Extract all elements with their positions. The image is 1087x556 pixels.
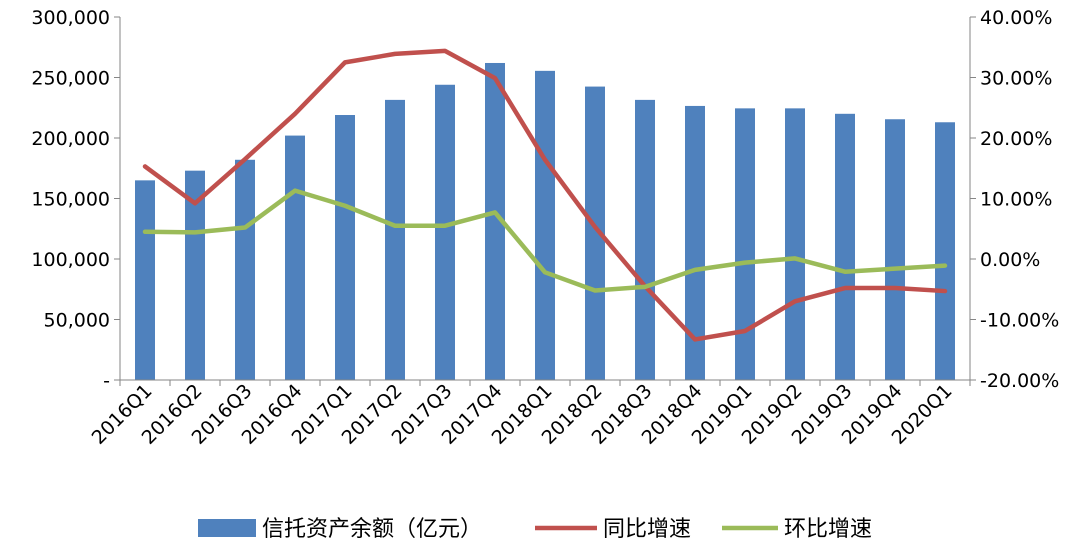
bar-2017Q3: [435, 84, 455, 380]
legend: 信托资产余额（亿元） 同比增速 环比增速: [198, 517, 872, 542]
bar-2019Q1: [735, 108, 755, 380]
bar-2019Q2: [785, 108, 805, 380]
bar-2018Q2: [585, 86, 605, 380]
right-tick-label: 40.00%: [980, 7, 1052, 29]
left-tick-label: 150,000: [31, 189, 110, 211]
line-环比增速: [142, 188, 948, 293]
right-tick-label: 20.00%: [980, 128, 1052, 150]
left-tick-label: 100,000: [31, 249, 110, 271]
legend-label: 信托资产余额（亿元）: [262, 517, 482, 542]
bar-2017Q4: [485, 62, 505, 380]
bar-2016Q1: [135, 180, 155, 380]
axes: [114, 16, 976, 386]
bar-2017Q1: [335, 115, 355, 380]
legend-swatch: [198, 519, 256, 537]
left-tick-label: -: [103, 370, 110, 392]
right-tick-label: -10.00%: [980, 310, 1059, 332]
bar-2018Q4: [685, 105, 705, 380]
left-tick-label: 200,000: [31, 128, 110, 150]
right-tick-label: 30.00%: [980, 68, 1052, 90]
left-tick-label: 250,000: [31, 68, 110, 90]
bar-2020Q1: [935, 122, 955, 381]
bar-2017Q2: [385, 99, 405, 380]
legend-label: 环比增速: [784, 517, 872, 542]
right-tick-label: 0.00%: [980, 249, 1040, 271]
bar-2018Q1: [535, 70, 555, 380]
right-tick-label: 10.00%: [980, 189, 1052, 211]
bar-2016Q3: [235, 159, 255, 380]
bar-2018Q3: [635, 99, 655, 380]
legend-label: 同比增速: [603, 517, 691, 542]
bar-2016Q4: [285, 135, 305, 380]
right-tick-label: -20.00%: [980, 370, 1059, 392]
line-series: [142, 48, 948, 342]
left-tick-label: 50,000: [44, 310, 110, 332]
line-同比增速: [142, 48, 948, 342]
bar-2019Q3: [835, 113, 855, 381]
bar-2019Q4: [885, 119, 905, 381]
bar-2016Q2: [185, 170, 205, 380]
left-tick-label: 300,000: [31, 7, 110, 29]
bar-series: [135, 62, 955, 381]
